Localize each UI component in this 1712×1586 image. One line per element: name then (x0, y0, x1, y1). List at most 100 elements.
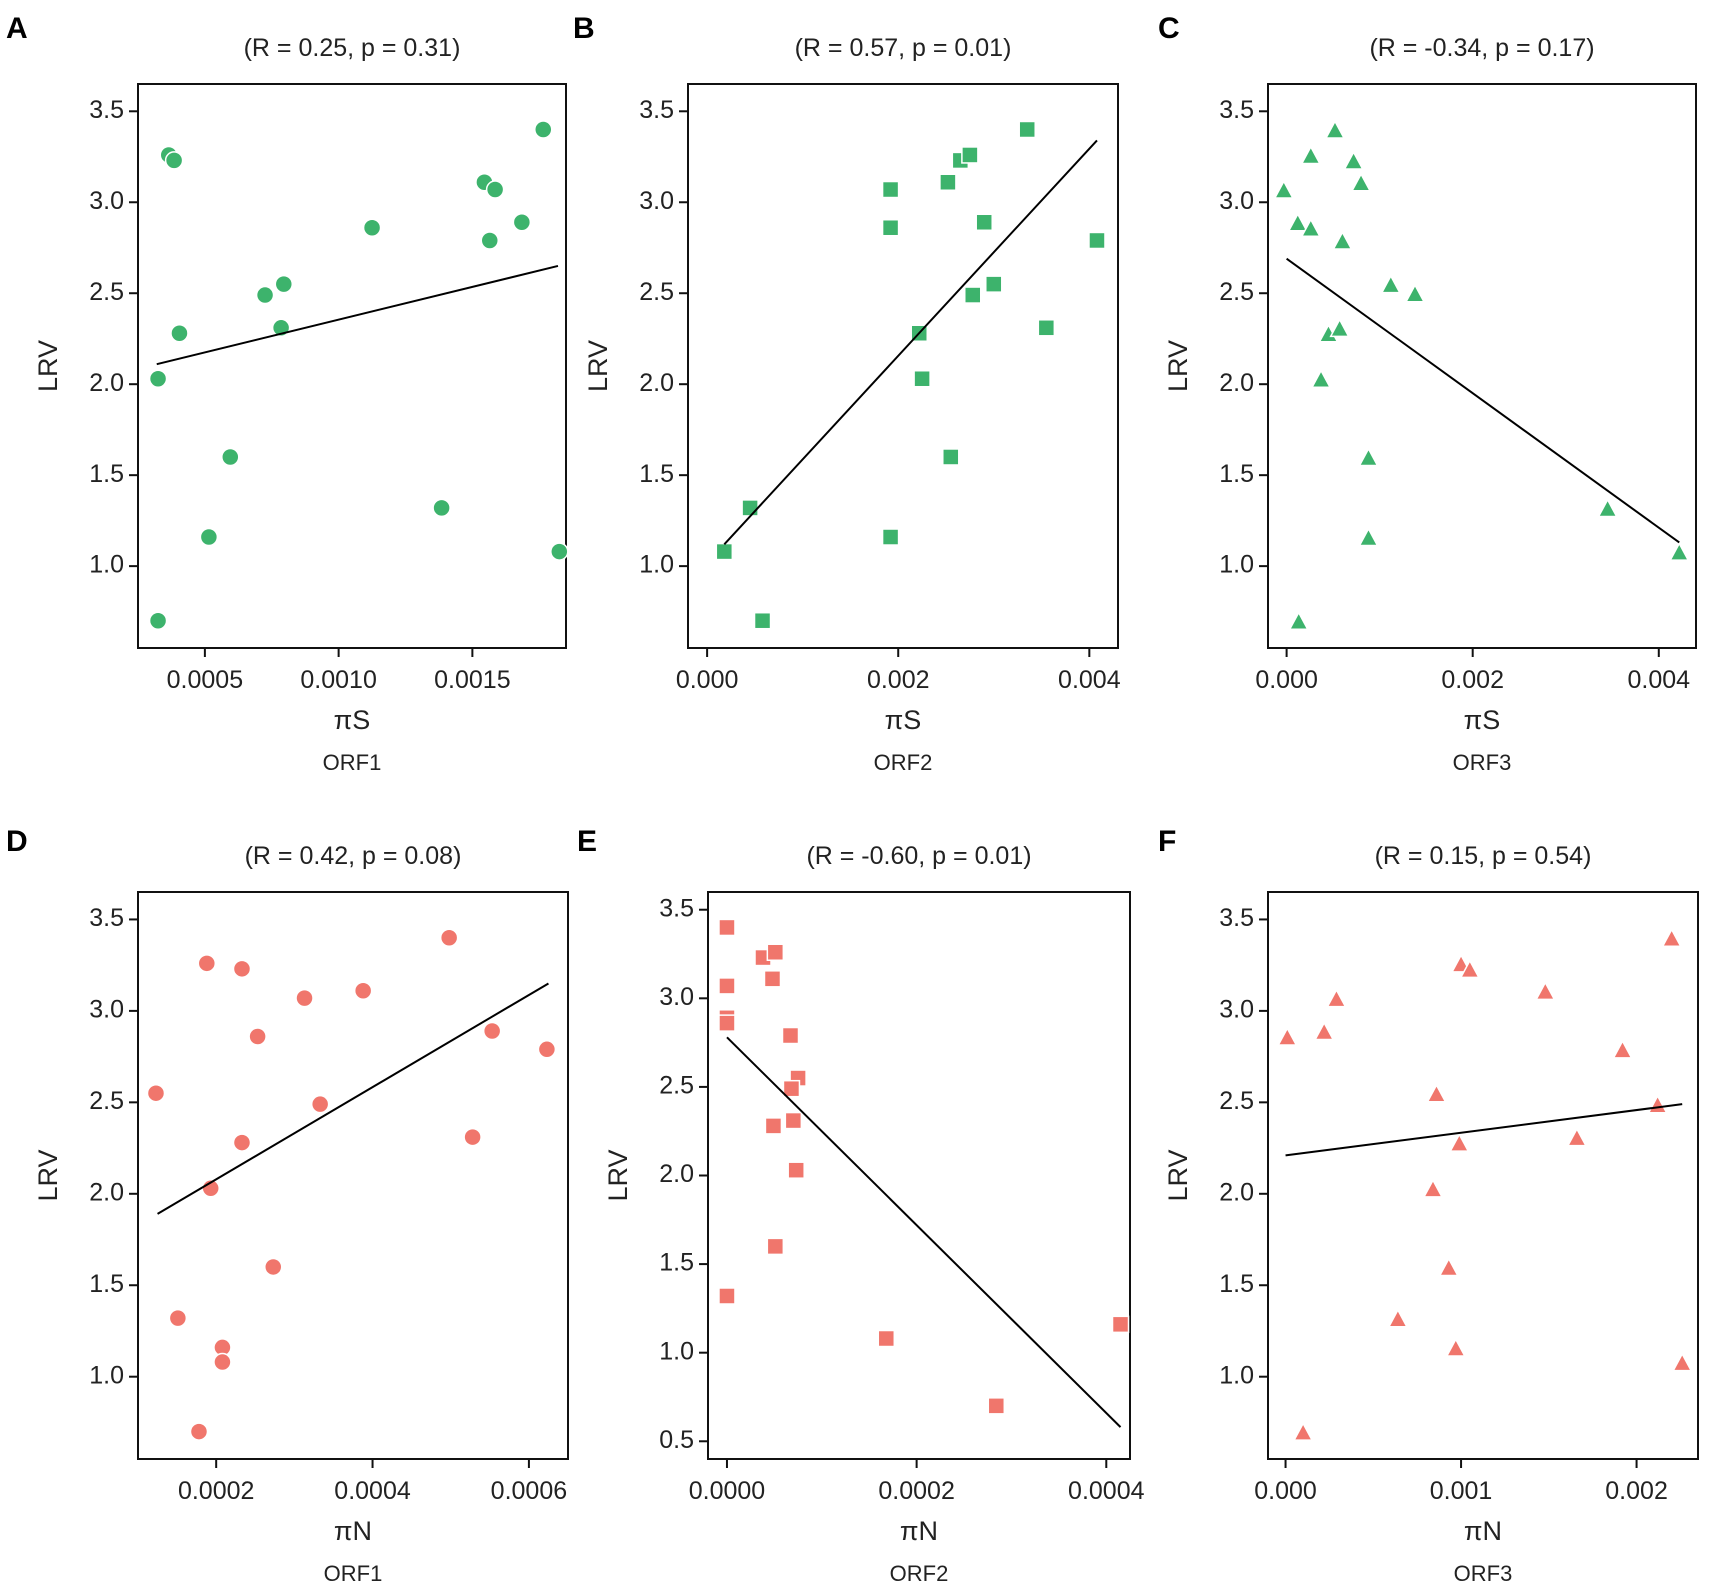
panel-e: E (R = -0.60, p = 0.01) 0.5 1.0 1.5 2.0 2.5 3.0… (577, 825, 1145, 1586)
data-point (213, 1352, 232, 1372)
panel-letter: F (1158, 825, 1176, 858)
data-point (248, 1027, 267, 1046)
y-tick-label: 3.0 (89, 995, 124, 1023)
data-point (439, 928, 459, 947)
data-point (221, 447, 240, 467)
data-point (1566, 1127, 1588, 1147)
panel-letter: D (6, 825, 28, 858)
plot-frame (1267, 83, 1697, 649)
chart-title: (R = -0.60, p = 0.01) (806, 842, 1031, 870)
data-point (485, 180, 505, 199)
x-tick-label: 0.0002 (178, 1477, 254, 1505)
plot-frame (137, 83, 567, 649)
data-point (1661, 928, 1682, 948)
data-point (1671, 1352, 1693, 1372)
data-point (1332, 230, 1353, 250)
plot-frame (687, 83, 1119, 649)
panel-letter: A (6, 12, 28, 45)
x-axis-label: πS (334, 705, 371, 735)
x-tick-label: 0.0000 (689, 1477, 765, 1505)
data-point (766, 1237, 785, 1256)
data-point (753, 611, 772, 630)
panel-b: B (R = 0.57, p = 0.01) 1.0 1.5 2.0 2.5 3.0 3.5 0… (573, 12, 1121, 775)
data-point (987, 1397, 1006, 1415)
panel-letter: C (1158, 12, 1180, 45)
x-tick-label: 0.0015 (434, 666, 510, 694)
orf-label: ORF1 (323, 750, 382, 775)
x-tick-label: 0.0010 (300, 666, 376, 694)
data-point (1300, 218, 1322, 238)
data-point (718, 1287, 736, 1305)
data-point (1326, 988, 1347, 1008)
y-tick-label: 2.5 (89, 1087, 124, 1115)
data-point (550, 542, 569, 561)
regression-line (1285, 1103, 1683, 1157)
y-tick-label: 1.0 (1219, 551, 1254, 579)
orf-label: ORF2 (874, 750, 933, 775)
data-point (432, 498, 451, 518)
x-tick-label: 0.000 (676, 666, 739, 694)
y-tick-label: 1.0 (659, 1337, 694, 1365)
panel-letter: B (573, 12, 595, 45)
regression-line (157, 982, 549, 1215)
data-point (482, 1021, 502, 1041)
x-tick-label: 0.004 (1058, 666, 1121, 694)
y-tick-label: 1.5 (89, 460, 124, 488)
chart-title: (R = 0.57, p = 0.01) (795, 34, 1012, 62)
panel-letter: E (577, 825, 597, 858)
y-axis-label: LRV (33, 1149, 63, 1201)
data-point (961, 146, 979, 164)
orf-label: ORF3 (1453, 750, 1512, 775)
y-tick-label: 1.0 (639, 551, 674, 579)
data-point (718, 1014, 736, 1032)
y-tick-label: 2.0 (89, 369, 124, 397)
x-tick-label: 0.000 (1255, 666, 1318, 694)
data-point (170, 324, 189, 343)
data-point (913, 369, 931, 388)
chart-title: (R = 0.15, p = 0.54) (1375, 842, 1592, 870)
data-point (877, 1329, 896, 1348)
data-point (1292, 1421, 1314, 1441)
data-point (718, 977, 736, 995)
data-point (1358, 447, 1379, 467)
chart-title: (R = 0.25, p = 0.31) (244, 34, 461, 62)
y-tick-label: 2.5 (659, 1072, 694, 1100)
data-point (264, 1257, 283, 1277)
y-tick-label: 3.5 (1219, 96, 1254, 124)
data-point (1350, 172, 1372, 192)
x-tick-label: 0.002 (867, 666, 930, 694)
y-tick-label: 3.0 (1219, 187, 1254, 215)
data-point (1669, 541, 1690, 561)
panel-f: F (R = 0.15, p = 0.54) 1.0 1.5 2.0 2.5 3.0 3.5 0… (1158, 825, 1699, 1586)
x-tick-label: 0.0006 (491, 1477, 567, 1505)
data-point (232, 1133, 252, 1152)
data-point (1404, 283, 1426, 303)
data-point (881, 180, 900, 199)
data-point (1343, 150, 1364, 170)
y-tick-label: 3.5 (89, 904, 124, 932)
y-tick-label: 2.0 (89, 1178, 124, 1206)
panel-d: D (R = 0.42, p = 0.08) 1.0 1.5 2.0 2.5 3.0 3.5 0… (6, 825, 569, 1586)
data-point (512, 213, 532, 232)
y-tick-label: 3.0 (89, 187, 124, 215)
data-point (164, 151, 184, 170)
data-point (1329, 318, 1350, 338)
x-tick-label: 0.002 (1605, 1477, 1668, 1505)
data-point (537, 1040, 557, 1059)
data-point (1422, 1178, 1444, 1198)
data-point (189, 1422, 209, 1441)
regression-line (723, 139, 1098, 545)
data-point (1273, 179, 1295, 199)
x-axis-label: πS (1464, 705, 1501, 735)
x-tick-label: 0.002 (1441, 666, 1504, 694)
plot-frame (137, 891, 569, 1460)
data-point (942, 448, 960, 466)
data-point (1287, 212, 1308, 232)
y-tick-label: 3.5 (639, 96, 674, 124)
x-tick-label: 0.0002 (878, 1477, 954, 1505)
y-tick-label: 2.5 (1219, 1087, 1254, 1115)
data-point (197, 954, 217, 973)
data-point (784, 1111, 803, 1130)
data-point (1438, 1257, 1459, 1277)
